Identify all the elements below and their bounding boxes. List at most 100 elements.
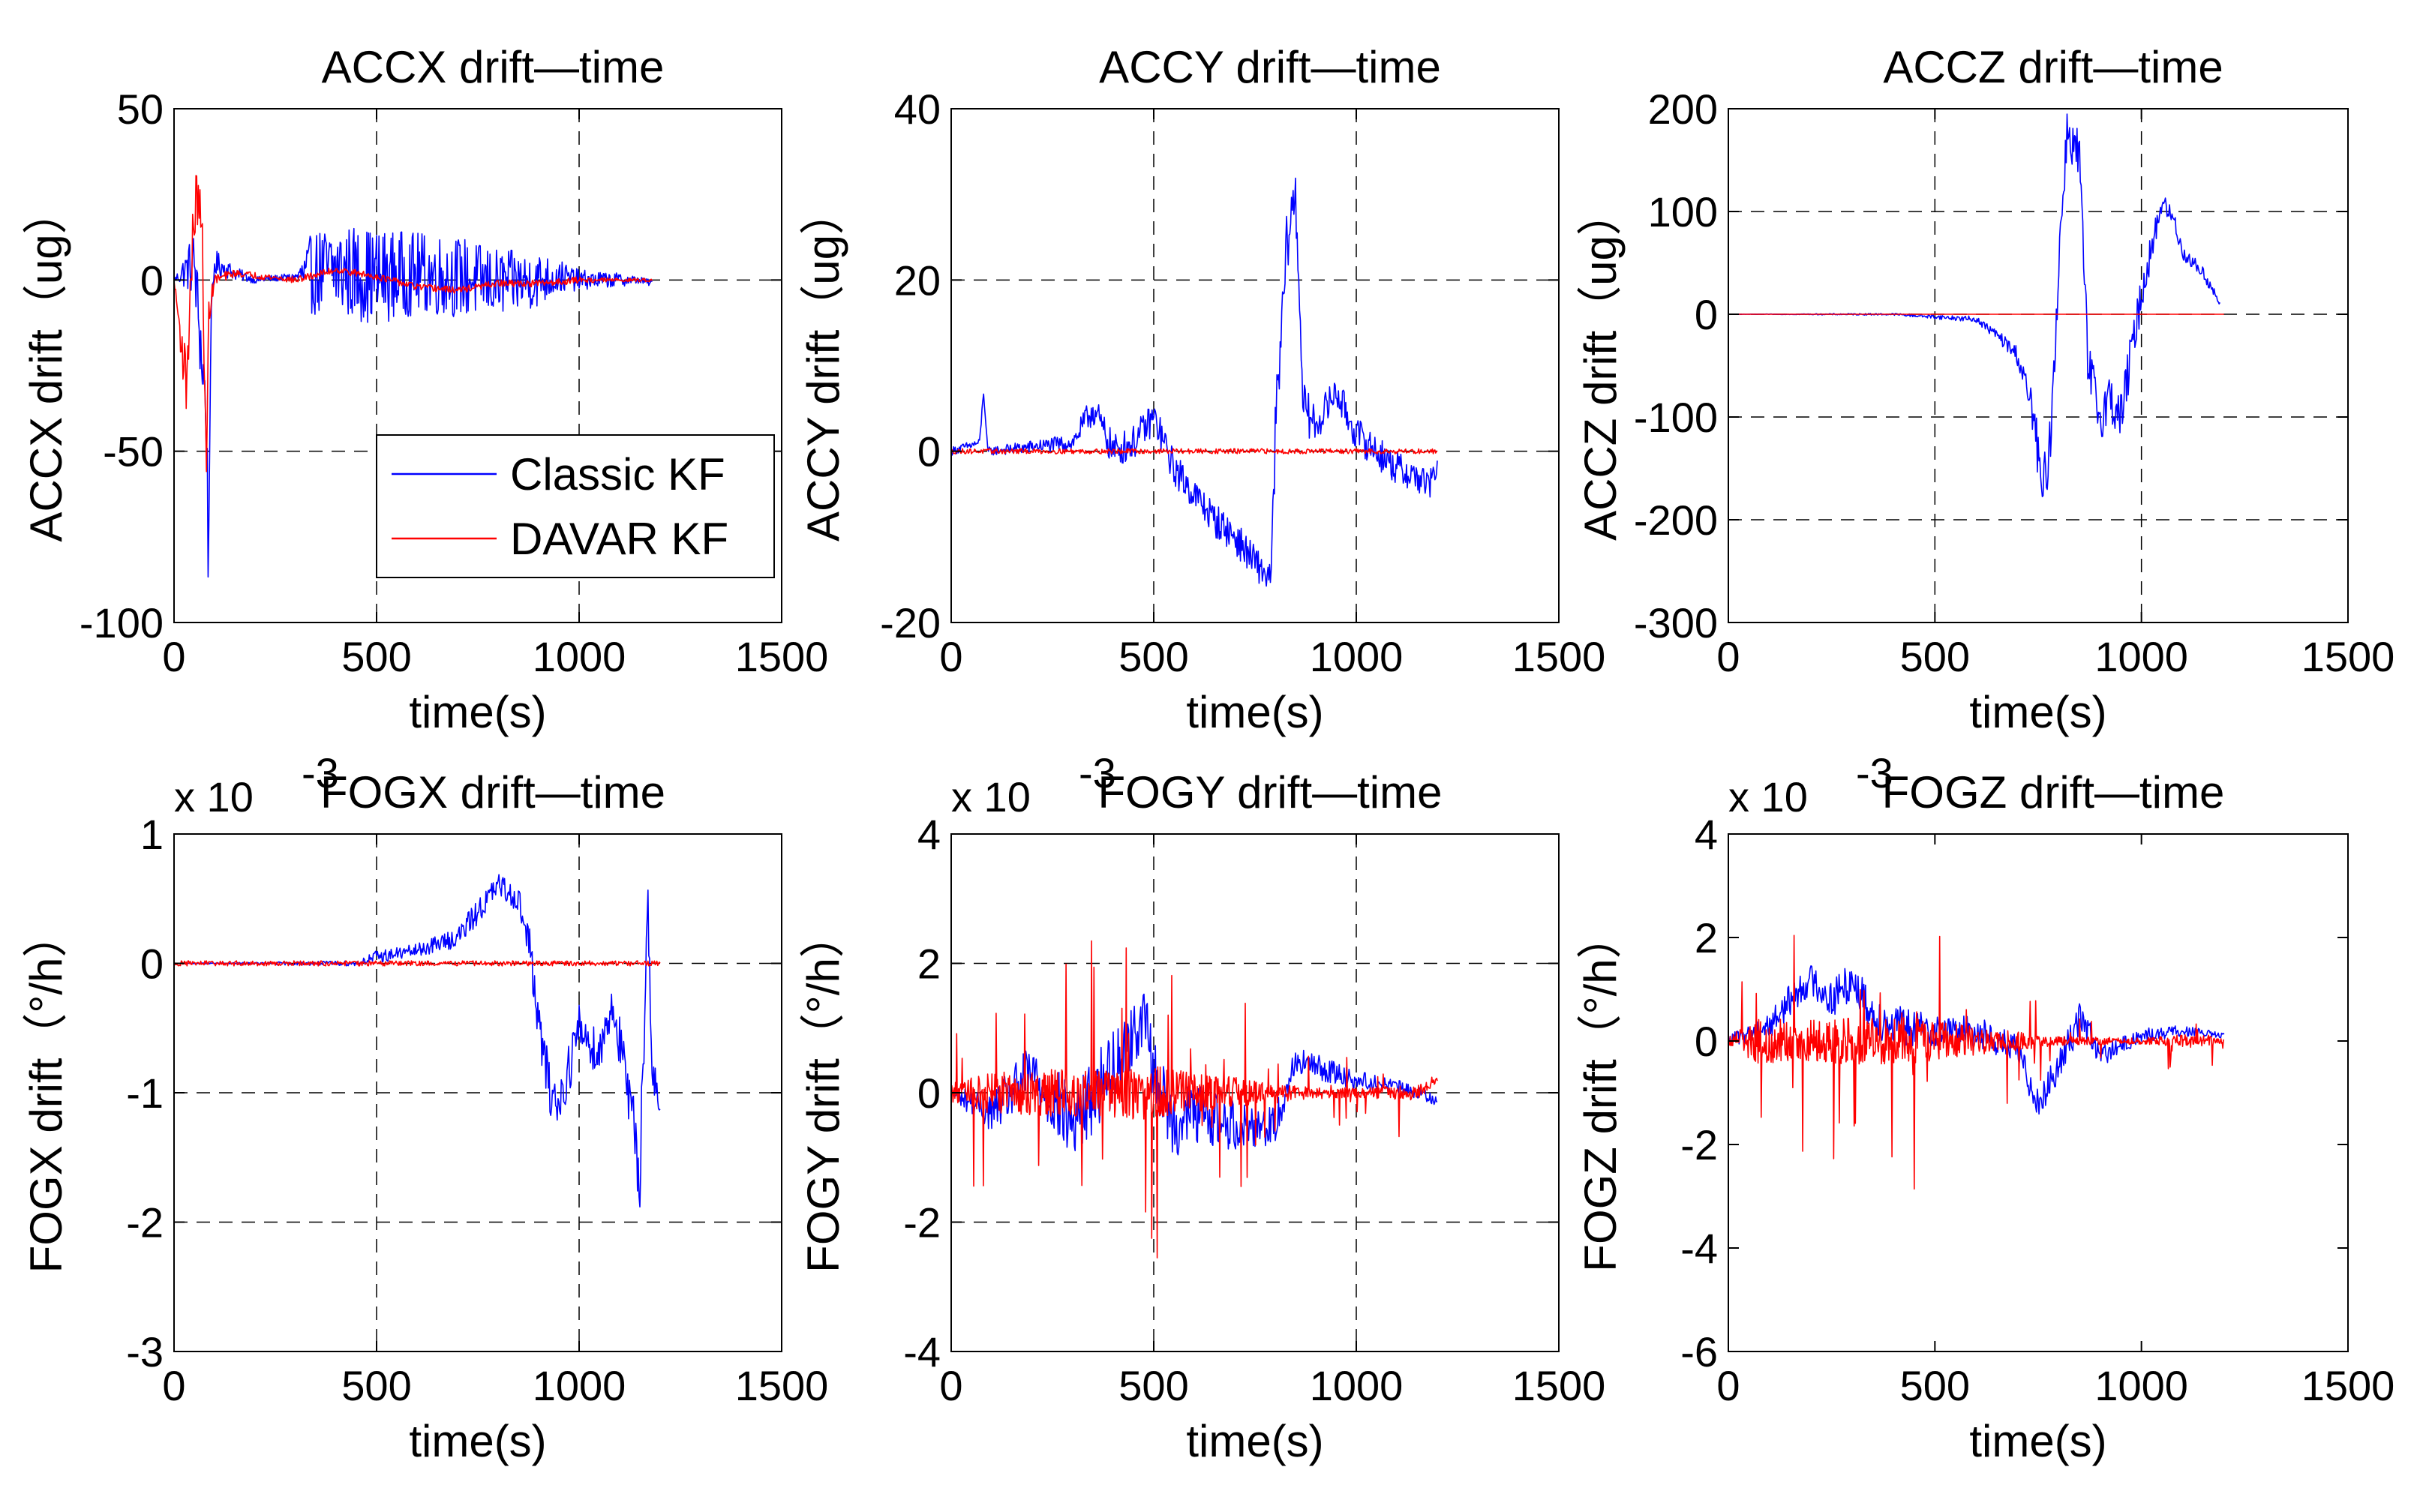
x-tick-label: 500: [341, 633, 411, 680]
x-axis-label: time(s): [1969, 687, 2106, 737]
y-tick-label: 20: [894, 256, 941, 304]
x-tick-label: 1000: [533, 1362, 626, 1409]
y-tick-label: 0: [1695, 291, 1718, 338]
x-tick-label: 1500: [2301, 1362, 2395, 1409]
x-axis-label: time(s): [409, 1416, 546, 1466]
x-axis-label: time(s): [1186, 1416, 1323, 1466]
y-tick-label: -2: [126, 1199, 164, 1246]
y-tick-label: -100: [1634, 394, 1718, 441]
scale-factor-label: x 10: [174, 773, 254, 820]
y-tick-label: -2: [903, 1199, 941, 1246]
y-tick-label: 40: [894, 86, 941, 133]
series-line-classic-kf: [950, 177, 1438, 587]
series-line-davar-kf: [1728, 934, 2224, 1190]
x-tick-label: 0: [1716, 1362, 1740, 1409]
series-line-davar-kf: [173, 960, 661, 967]
series-line-davar-kf: [173, 175, 653, 472]
x-tick-label: 1000: [1310, 633, 1404, 680]
panel-fogz: 0 500 1000 1500 -6 -4 -2 0 2 4 FOGZ drift—time time…: [1575, 749, 2394, 1466]
y-tick-label: -300: [1634, 599, 1718, 646]
y-tick-label: 4: [917, 811, 941, 858]
x-axis-label: time(s): [1969, 1416, 2106, 1466]
axes-frame: [1728, 108, 2349, 623]
y-tick-label: -100: [80, 599, 164, 646]
axes-frame: [1728, 833, 2349, 1352]
chart-title: ACCX drift—time: [322, 42, 665, 92]
legend: Classic KF DAVAR KF: [376, 434, 775, 578]
panel-fogx: 0 500 1000 1500 -3 -2 -1 0 1 FOGX drift—time time(…: [21, 749, 828, 1466]
y-tick-label: -20: [880, 599, 941, 646]
y-tick-label: -2: [1680, 1121, 1718, 1168]
legend-box: [376, 434, 775, 578]
y-tick-label: 100: [1648, 188, 1718, 236]
x-tick-label: 1000: [533, 633, 626, 680]
y-tick-label: 0: [140, 256, 164, 304]
x-tick-label: 1500: [1512, 633, 1606, 680]
scale-factor-label: x 10: [1728, 773, 1808, 820]
plot-area: [951, 109, 1559, 622]
y-tick-label: 2: [917, 940, 941, 988]
y-axis-label: FOGX drift（°/h）: [21, 913, 71, 1274]
x-tick-label: 500: [1118, 633, 1188, 680]
axes-frame: [950, 108, 1560, 623]
y-axis-label: FOGZ drift（°/h）: [1575, 914, 1626, 1271]
x-tick-label: 500: [1900, 1362, 1970, 1409]
y-axis-label: ACCY drift（ug）: [798, 190, 848, 542]
x-tick-label: 1500: [735, 633, 829, 680]
y-axis-label: FOGY drift（°/h）: [798, 913, 848, 1273]
y-tick-label: -4: [903, 1328, 941, 1376]
x-tick-label: 0: [162, 1362, 185, 1409]
legend-label-davar: DAVAR KF: [510, 514, 728, 564]
x-tick-label: 500: [1118, 1362, 1188, 1409]
series-line-classic-kf: [173, 227, 653, 578]
y-tick-label: 0: [1695, 1018, 1718, 1065]
y-tick-label: -50: [103, 428, 164, 476]
y-axis-label: ACCZ drift（ug）: [1575, 190, 1626, 541]
chart-title: ACCZ drift—time: [1883, 42, 2223, 92]
x-axis-label: time(s): [1186, 687, 1323, 737]
x-tick-label: 0: [162, 633, 185, 680]
axes-frame: [173, 108, 782, 623]
y-tick-label: -3: [126, 1328, 164, 1376]
x-tick-label: 1500: [1512, 1362, 1606, 1409]
y-tick-label: 0: [140, 940, 164, 988]
series-line-classic-kf: [1728, 965, 2225, 1115]
y-tick-label: 4: [1695, 811, 1718, 858]
y-tick-label: -6: [1680, 1328, 1718, 1376]
y-tick-label: 1: [140, 811, 164, 858]
scale-exponent: -3: [302, 749, 339, 796]
y-tick-label: 2: [1695, 914, 1718, 962]
chart-title: FOGY drift—time: [1098, 767, 1443, 818]
x-axis-label: time(s): [409, 687, 546, 737]
x-tick-label: 1500: [2301, 633, 2395, 680]
chart-title: FOGX drift—time: [320, 767, 665, 818]
x-tick-label: 500: [1900, 633, 1970, 680]
y-tick-label: 200: [1648, 86, 1718, 133]
x-tick-label: 1000: [2094, 1362, 2188, 1409]
legend-label-classic: Classic KF: [510, 449, 725, 500]
y-tick-label: -1: [126, 1070, 164, 1117]
series-line-davar-kf: [950, 940, 1438, 1258]
scale-exponent: -3: [1856, 749, 1893, 796]
panel-accz: 0 500 1000 1500 -300 -200 -100 0 100 200 ACCZ drif…: [1575, 42, 2394, 737]
scale-factor-label: x 10: [951, 773, 1031, 820]
x-tick-label: 1500: [735, 1362, 829, 1409]
x-tick-label: 500: [341, 1362, 411, 1409]
plot-area: [1728, 109, 2348, 622]
y-tick-label: -4: [1680, 1225, 1718, 1272]
x-tick-label: 1000: [1310, 1362, 1404, 1409]
y-tick-label: 50: [117, 86, 164, 133]
y-tick-label: 0: [917, 1070, 941, 1117]
series-line-davar-kf: [950, 448, 1438, 454]
y-tick-label: -200: [1634, 496, 1718, 544]
x-tick-label: 0: [939, 1362, 962, 1409]
x-tick-label: 1000: [2094, 633, 2188, 680]
panel-fogy: 0 500 1000 1500 -4 -2 0 2 4 FOGY drift—time time(s…: [798, 749, 1605, 1466]
scale-exponent: -3: [1079, 749, 1116, 796]
y-axis-label: ACCX drift（ug）: [21, 189, 71, 542]
panel-accx: 0 500 1000 1500 -100 -50 0 50 ACCX drift—time tim…: [21, 42, 828, 737]
x-tick-label: 0: [939, 633, 962, 680]
chart-title: ACCY drift—time: [1099, 42, 1441, 92]
